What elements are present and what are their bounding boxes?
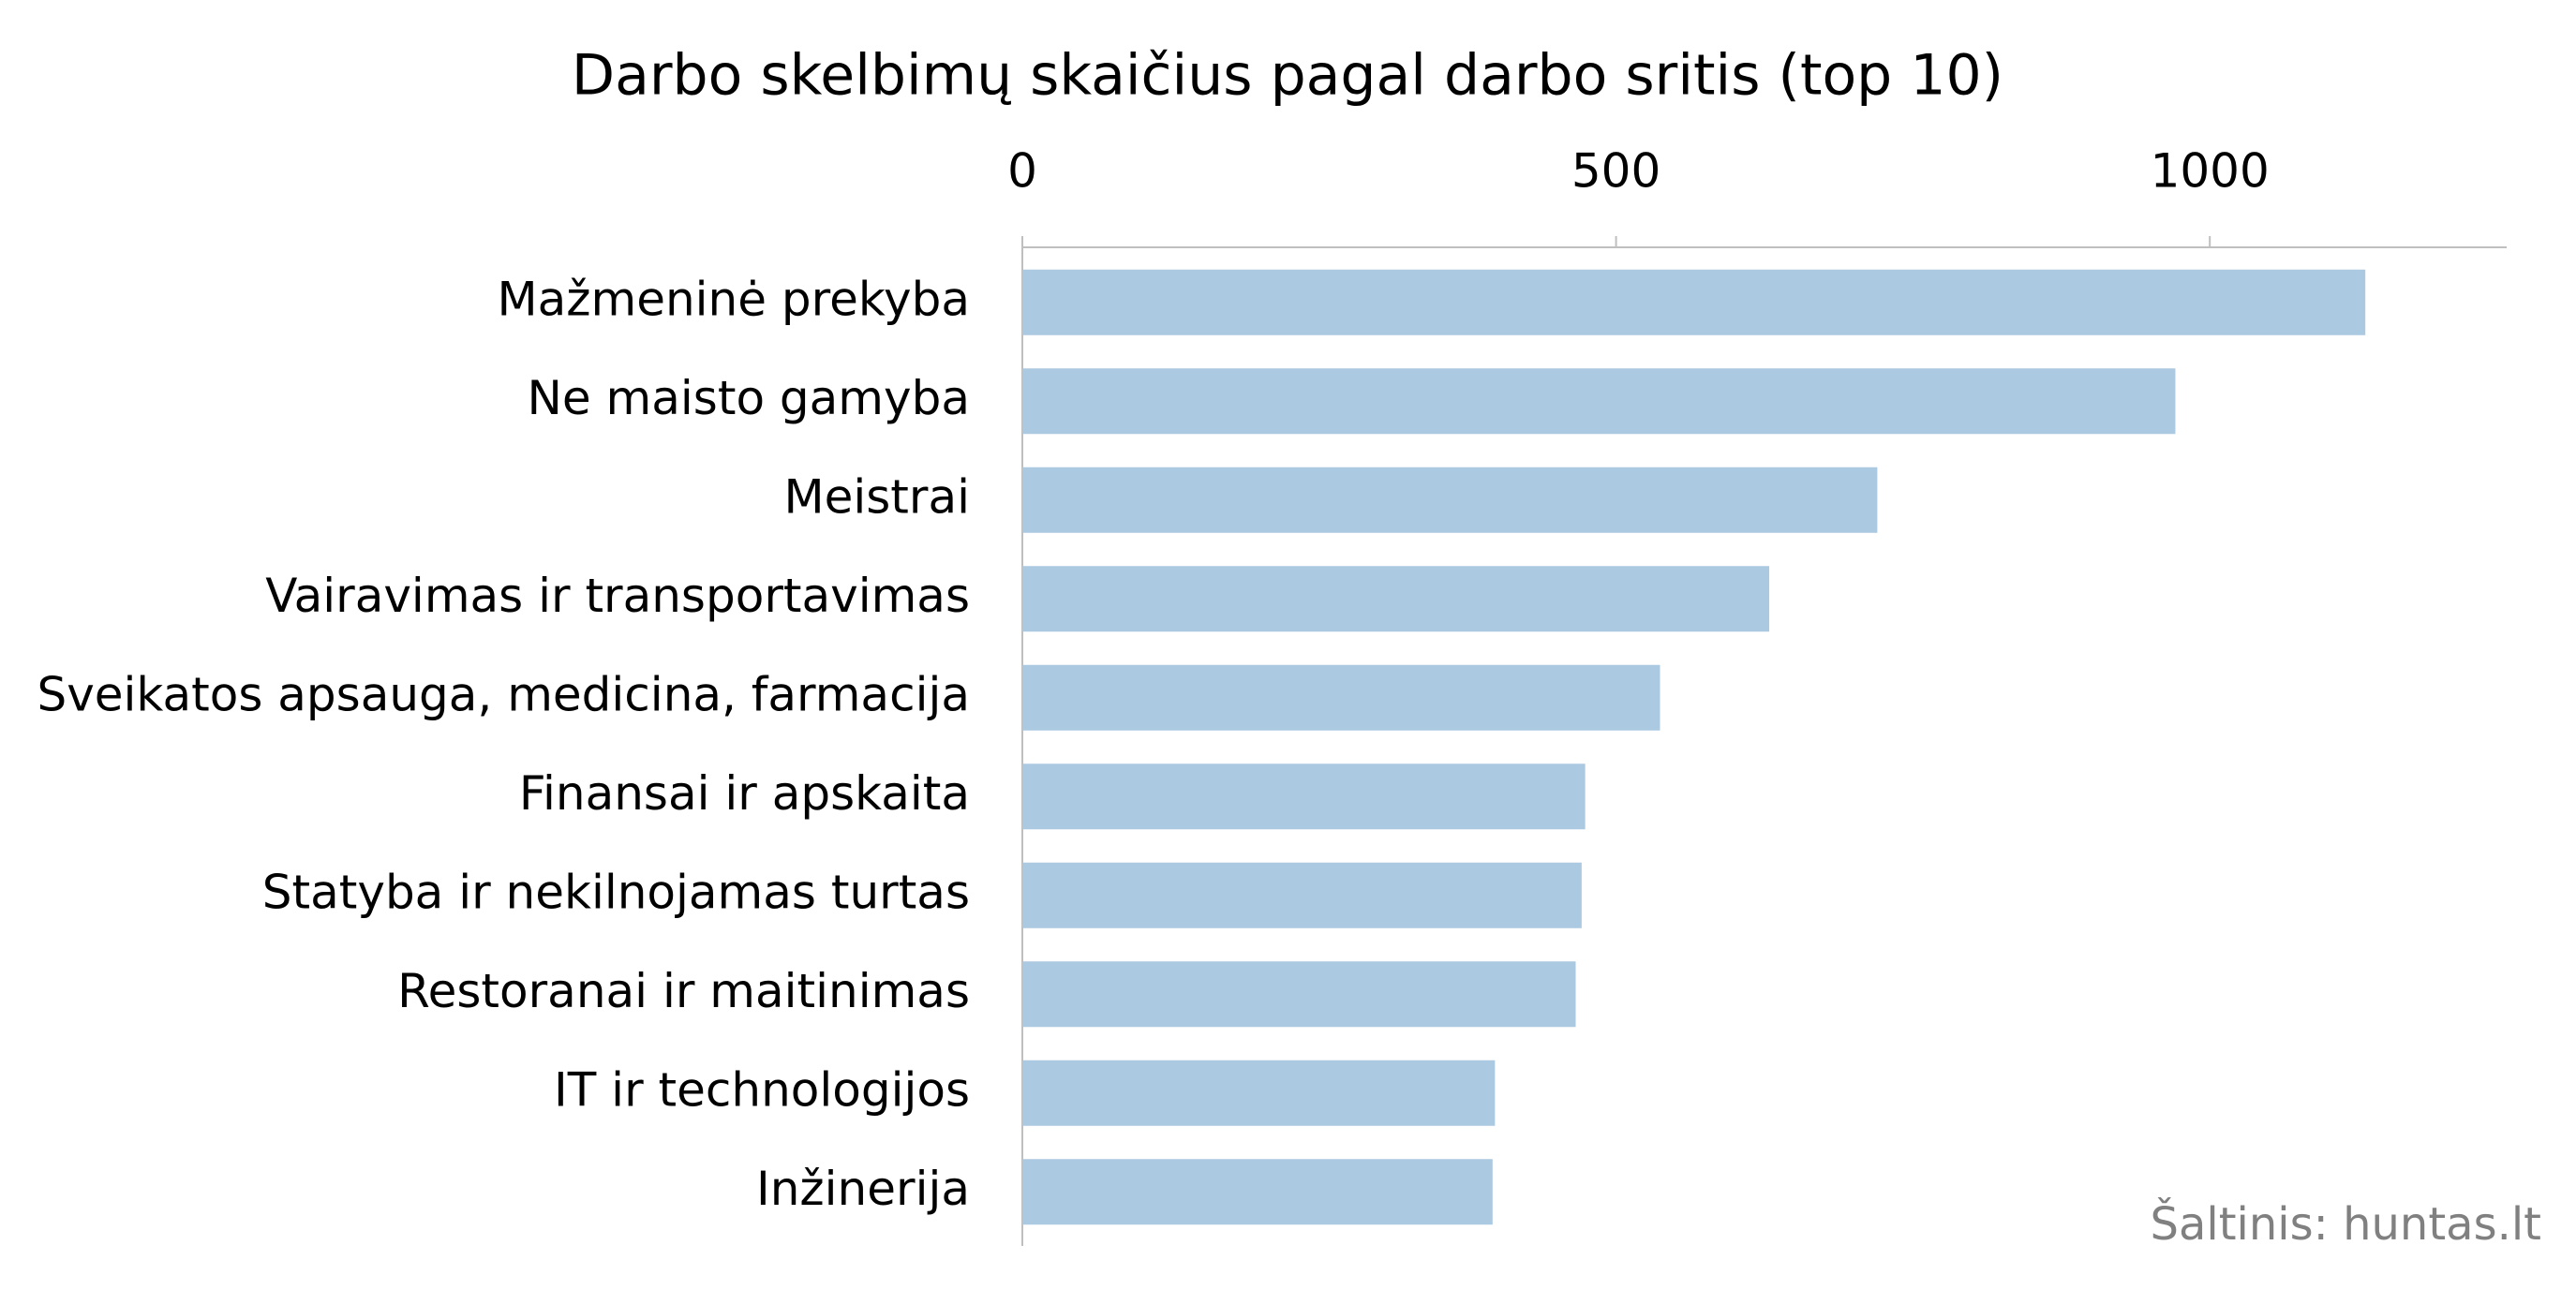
bar	[1022, 1159, 1493, 1225]
bar	[1022, 368, 2176, 435]
bar	[1022, 862, 1582, 928]
x-tick-label: 500	[1571, 144, 1660, 199]
bar	[1022, 961, 1576, 1028]
y-tick-label: Sveikatos apsauga, medicina, farmacija	[37, 667, 970, 721]
x-tick-label: 0	[1007, 144, 1037, 199]
bar	[1022, 269, 2366, 335]
y-tick-label: Vairavimas ir transportavimas	[265, 569, 970, 623]
y-tick-label: Statyba ir nekilnojamas turtas	[262, 865, 970, 919]
chart-title: Darbo skelbimų skaičius pagal darbo srit…	[572, 43, 2003, 109]
bar	[1022, 467, 1878, 533]
y-tick-label: Meistrai	[783, 469, 970, 524]
bar	[1022, 566, 1770, 632]
source-note: Šaltinis: huntas.lt	[2151, 1197, 2542, 1251]
y-tick-label: Restoranai ir maitinimas	[397, 964, 970, 1018]
bar	[1022, 1060, 1496, 1126]
y-tick-label: Ne maisto gamyba	[528, 371, 971, 425]
y-tick-label: IT ir technologijos	[554, 1062, 970, 1117]
x-tick-label: 1000	[2151, 144, 2270, 199]
y-tick-label: Mažmeninė prekyba	[497, 272, 970, 326]
y-tick-label: Finansai ir apskaita	[519, 766, 970, 821]
bar	[1022, 764, 1586, 830]
bar	[1022, 664, 1660, 731]
y-tick-label: Inžinerija	[756, 1162, 970, 1216]
